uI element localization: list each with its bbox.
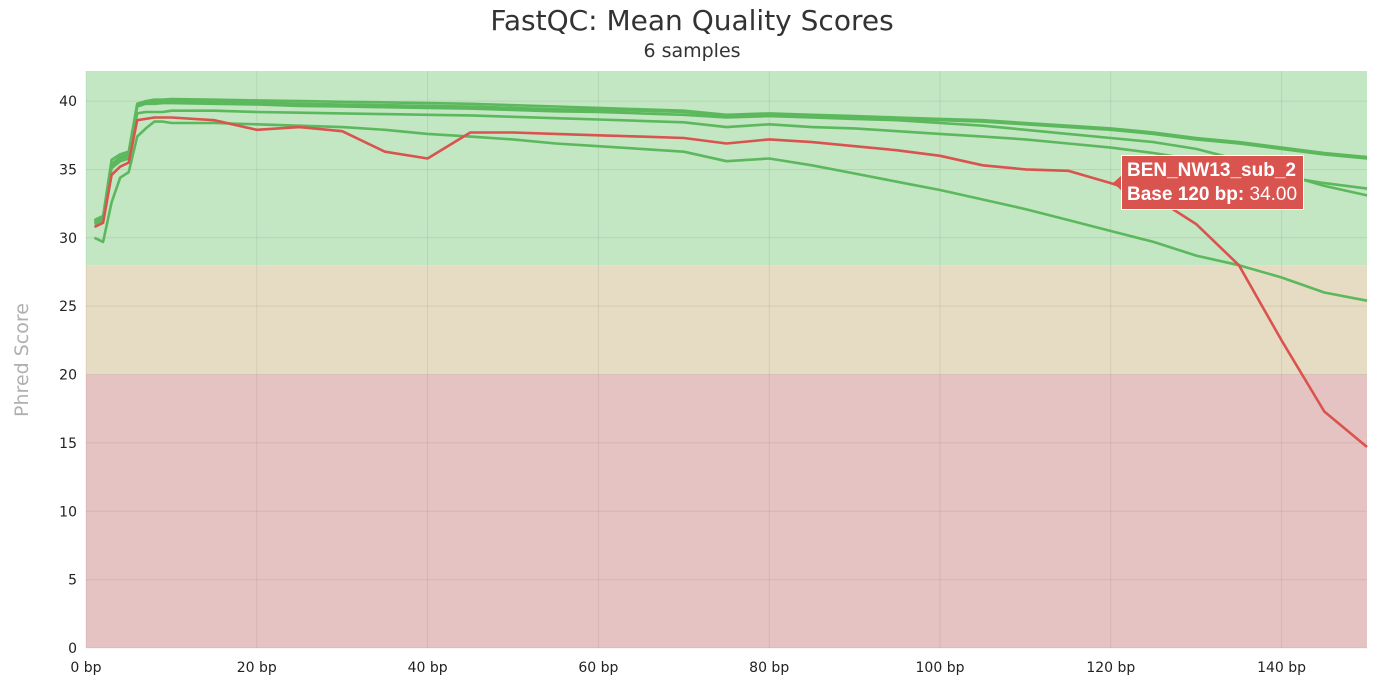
chart-title: FastQC: Mean Quality Scores [490, 4, 894, 37]
series-line-sample_4[interactable] [93, 109, 1368, 224]
tooltip-colon: : [1237, 184, 1250, 205]
series-line-sample_1[interactable] [93, 97, 1368, 222]
chart-subtitle: 6 samples [643, 40, 741, 62]
x-tick-label: 40 bp [408, 660, 448, 676]
tooltip-value: 34.00 [1249, 184, 1298, 205]
series-line-sample_5[interactable] [93, 120, 1368, 302]
y-tick-label: 0 [68, 641, 77, 657]
y-tick-label: 30 [59, 231, 77, 247]
series-line-sample_2[interactable] [93, 99, 1368, 223]
y-tick-label: 25 [59, 299, 77, 315]
y-tick-label: 35 [59, 162, 77, 178]
quality-bands [86, 71, 1367, 648]
x-tick-label: 60 bp [578, 660, 618, 676]
series-line-sample_3[interactable] [93, 101, 1368, 226]
tooltip-sample-name: BEN_NW13_sub_2 [1127, 160, 1296, 181]
y-tick-label: 40 [59, 94, 77, 110]
x-axis-ticks: 0 bp 20 bp 40 bp 60 bp 80 bp 100 bp 120 bp 140 … [70, 660, 1306, 676]
y-tick-label: 20 [59, 368, 77, 384]
x-tick-label: 100 bp [916, 660, 965, 676]
x-tick-label: 0 bp [70, 660, 101, 676]
series-lines[interactable] [93, 97, 1368, 448]
series-line-BEN_NW13_sub_2[interactable] [93, 116, 1368, 448]
tooltip-base-label: Base 120 bp [1127, 184, 1238, 205]
band-poor [86, 374, 1367, 648]
y-tick-label: 10 [59, 504, 77, 520]
hover-tooltip: BEN_NW13_sub_2 Base 120 bp: 34.00 [1121, 155, 1304, 210]
x-tick-label: 140 bp [1257, 660, 1306, 676]
x-tick-label: 80 bp [749, 660, 789, 676]
y-axis-ticks: 0 5 10 15 20 25 30 35 40 [59, 94, 77, 657]
x-tick-label: 20 bp [237, 660, 277, 676]
y-tick-label: 5 [68, 573, 77, 589]
band-acceptable [86, 265, 1367, 375]
tooltip-arrow [1113, 175, 1122, 191]
y-tick-label: 15 [59, 436, 77, 452]
x-tick-label: 120 bp [1086, 660, 1135, 676]
